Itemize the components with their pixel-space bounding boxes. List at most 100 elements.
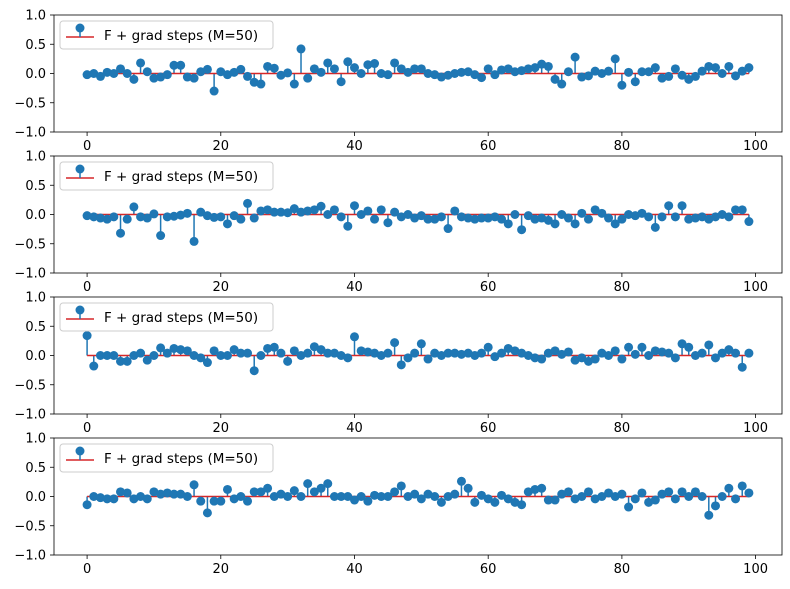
stem-marker xyxy=(423,354,433,364)
x-tick-label: 0 xyxy=(83,280,91,295)
stem-marker xyxy=(376,492,386,501)
stem-marker xyxy=(644,351,654,360)
stem-marker xyxy=(583,487,593,497)
stem-marker xyxy=(156,231,166,241)
stem-marker xyxy=(390,207,400,217)
stem-marker xyxy=(329,492,339,501)
stem-marker xyxy=(82,331,92,341)
stem-marker xyxy=(209,86,219,96)
stem-marker xyxy=(684,492,694,501)
stem-marker xyxy=(543,215,553,225)
stem-marker xyxy=(236,214,246,224)
stem-marker xyxy=(363,496,373,506)
stem-marker xyxy=(744,488,754,498)
stem-marker xyxy=(650,63,660,73)
x-tick-label: 40 xyxy=(346,421,363,436)
x-tick-label: 20 xyxy=(213,280,230,295)
stem-marker xyxy=(396,360,406,370)
stem-marker xyxy=(597,492,607,501)
stem-marker xyxy=(116,487,126,497)
stem-marker xyxy=(670,494,680,504)
stem-marker xyxy=(329,205,339,215)
stem-marker xyxy=(664,71,674,81)
stem-marker xyxy=(650,346,660,356)
stem-marker xyxy=(236,492,246,501)
stem-marker xyxy=(336,212,346,222)
stem-marker xyxy=(229,211,239,221)
stem-marker xyxy=(396,64,406,74)
y-tick-label: −0.5 xyxy=(14,237,46,252)
stem-marker xyxy=(523,211,533,221)
stem-marker xyxy=(122,69,132,78)
stem-marker xyxy=(416,64,426,74)
stem-marker xyxy=(109,494,119,504)
stem-marker xyxy=(263,343,273,353)
stem-marker xyxy=(537,354,547,364)
stem-marker xyxy=(563,67,573,77)
stem-marker xyxy=(717,69,727,78)
stem-marker xyxy=(323,479,333,489)
stem-marker xyxy=(95,71,105,81)
stem-marker xyxy=(309,487,319,497)
legend-label: F + grad steps (M=50) xyxy=(104,28,258,44)
stem-marker xyxy=(403,353,413,363)
stem-marker xyxy=(690,487,700,497)
stem-marker xyxy=(483,342,493,352)
stem-marker xyxy=(704,340,714,350)
stem-marker xyxy=(690,213,700,223)
stem-chart-3: 0 20 40 60 80 100 −1.0 −0.5 0.0 0.5 1.0 F + grad st… xyxy=(14,291,783,436)
stem-marker xyxy=(196,207,206,217)
stem-marker xyxy=(263,483,273,493)
x-tick-label: 60 xyxy=(480,280,497,295)
stem-marker xyxy=(109,212,119,222)
y-tick-label: −0.5 xyxy=(14,96,46,111)
stem-marker xyxy=(563,487,573,497)
stem-marker xyxy=(283,68,293,78)
stem-marker xyxy=(483,64,493,74)
stem-marker xyxy=(156,489,166,499)
stem-marker xyxy=(617,214,627,224)
y-tick-label: 1.0 xyxy=(25,291,46,306)
stem-marker xyxy=(577,492,587,501)
stem-marker xyxy=(416,211,426,221)
stem-marker xyxy=(523,64,533,74)
legend: F + grad steps (M=50) xyxy=(59,443,274,473)
stem-marker xyxy=(470,214,480,224)
stem-marker xyxy=(109,351,119,360)
stem-marker xyxy=(116,228,126,238)
stem-marker xyxy=(617,354,627,364)
stem-marker xyxy=(356,346,366,356)
stem-marker xyxy=(363,60,373,70)
stem-marker xyxy=(604,66,614,76)
stem-marker xyxy=(276,207,286,217)
stem-marker xyxy=(176,60,186,70)
stem-marker xyxy=(222,484,232,494)
stem-marker xyxy=(650,495,660,505)
y-tick-label: 0.0 xyxy=(25,67,46,82)
legend-marker-swatch xyxy=(75,23,85,33)
x-tick-label: 40 xyxy=(346,280,363,295)
stem-marker xyxy=(710,501,720,511)
stem-marker xyxy=(349,332,359,342)
stem-marker xyxy=(343,353,353,363)
stem-marker xyxy=(95,213,105,223)
stem-marker xyxy=(577,72,587,82)
stem-marker xyxy=(610,54,620,64)
stem-marker xyxy=(390,58,400,68)
stem-marker xyxy=(136,212,146,222)
stem-marker xyxy=(216,351,226,360)
stem-marker xyxy=(537,483,547,493)
legend-marker-swatch xyxy=(75,164,85,174)
stem-marker xyxy=(129,74,139,84)
stem-marker xyxy=(590,205,600,215)
stem-marker xyxy=(289,204,299,214)
stem-marker xyxy=(136,58,146,68)
x-tick-label: 60 xyxy=(480,421,497,436)
y-tick-label: 1.0 xyxy=(25,9,46,24)
x-tick-label: 40 xyxy=(346,562,363,577)
stem-marker xyxy=(530,63,540,73)
stem-marker xyxy=(162,488,172,498)
stem-marker xyxy=(550,74,560,84)
stem-marker xyxy=(637,488,647,498)
stem-marker xyxy=(102,494,112,504)
